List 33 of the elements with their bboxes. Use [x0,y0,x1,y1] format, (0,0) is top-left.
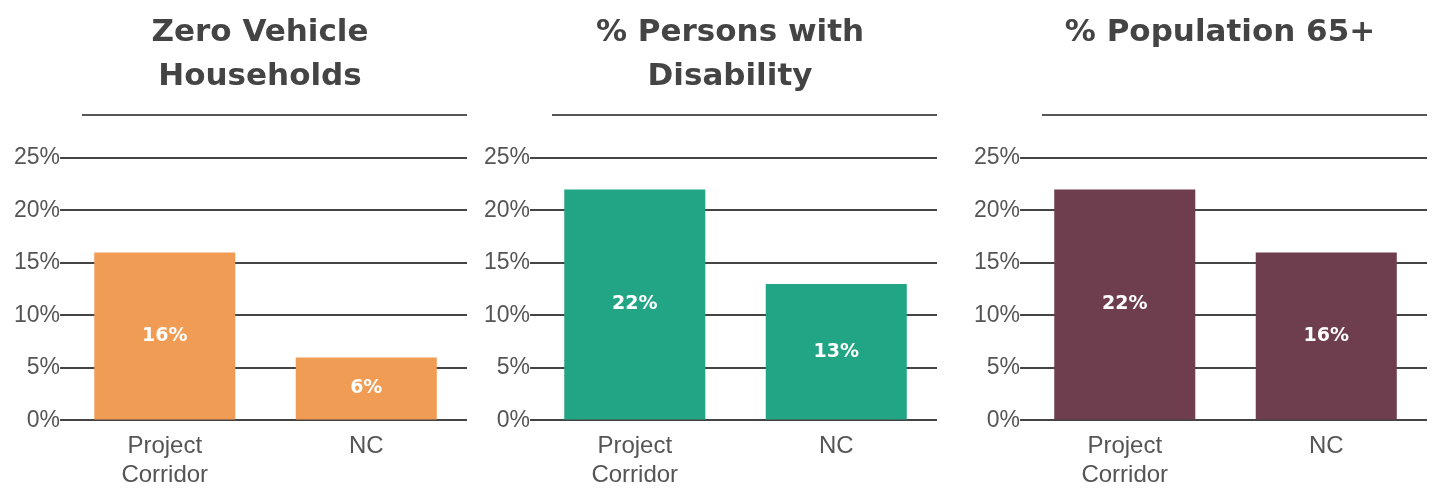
y-tick-label: 10% [973,300,1021,327]
y-tick-label: 10% [13,300,61,327]
y-tick-label: 0% [986,405,1021,432]
y-tick-label: 25% [13,143,61,170]
y-tick-label: 20% [483,195,531,222]
chart-title: % Population 65+ [1063,11,1377,50]
data-label: 16% [1303,322,1349,345]
x-tick-label: Project Corridor [121,431,209,488]
y-tick-label: 15% [13,248,61,275]
x-tick-label: NC [1308,431,1344,459]
x-tick-label: Project Corridor [1081,431,1169,488]
chart-title: % Persons with Disability [594,11,866,94]
data-label: 22% [612,291,658,314]
data-label: 22% [1102,291,1148,314]
y-tick-label: 15% [483,248,531,275]
y-tick-label: 5% [26,353,61,380]
chart-title: Zero Vehicle Households [150,11,370,94]
y-tick-label: 0% [496,405,531,432]
data-label: 16% [142,322,188,345]
x-tick-label: Project Corridor [591,431,679,488]
y-tick-label: 25% [483,143,531,170]
x-tick-label: NC [818,431,854,459]
y-tick-label: 5% [496,353,531,380]
y-tick-label: 5% [986,353,1021,380]
y-tick-label: 10% [483,300,531,327]
x-tick-label: NC [348,431,384,459]
y-tick-label: 20% [973,195,1021,222]
y-tick-label: 15% [973,248,1021,275]
y-tick-label: 20% [13,195,61,222]
data-label: 13% [813,338,859,361]
data-label: 6% [350,375,383,398]
y-tick-label: 25% [973,143,1021,170]
y-tick-label: 0% [26,405,61,432]
